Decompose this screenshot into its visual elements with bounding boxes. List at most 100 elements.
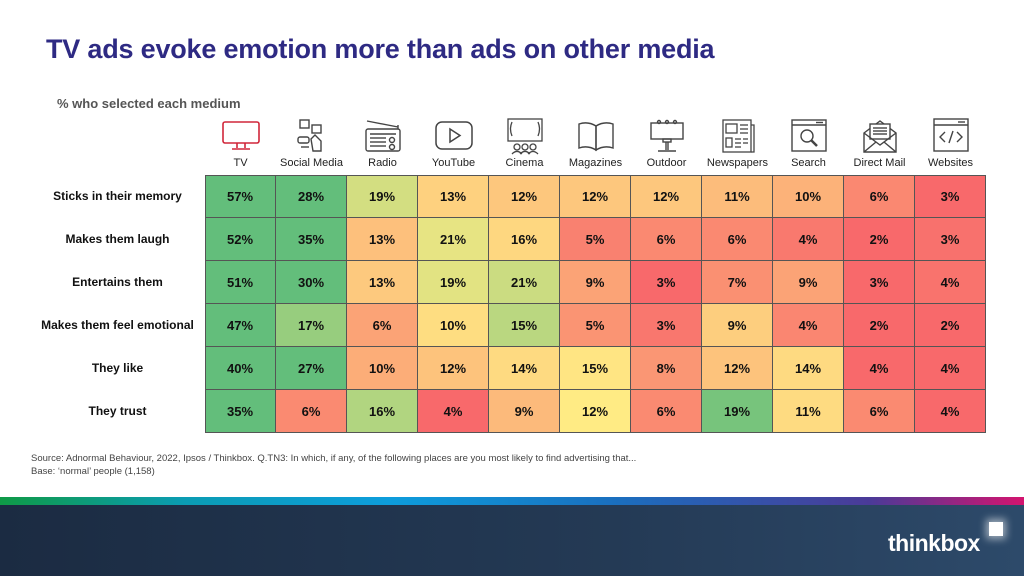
heatmap-cell: 3%	[915, 175, 986, 218]
column-header: Radio	[368, 157, 397, 169]
search-icon	[773, 116, 844, 156]
row-label: Entertains them	[72, 275, 163, 289]
billboard-icon	[631, 116, 702, 156]
heatmap-cell: 8%	[631, 347, 702, 390]
chart-subtitle: % who selected each medium	[57, 96, 241, 111]
heatmap-cell: 30%	[276, 261, 347, 304]
heatmap-cell: 13%	[418, 175, 489, 218]
heatmap-cell: 3%	[631, 304, 702, 347]
heatmap-cell: 14%	[773, 347, 844, 390]
heatmap-cell: 4%	[915, 261, 986, 304]
heatmap-cell: 12%	[418, 347, 489, 390]
heatmap-cell: 13%	[347, 218, 418, 261]
row-label: They like	[91, 361, 144, 375]
row-label: Makes them feel emotional	[41, 318, 194, 332]
heatmap-cell: 4%	[773, 218, 844, 261]
website-icon	[915, 116, 986, 156]
heatmap-cell: 3%	[844, 261, 915, 304]
mail-icon	[844, 116, 915, 156]
heatmap-cell: 4%	[915, 347, 986, 390]
source-text: Source: Adnormal Behaviour, 2022, Ipsos …	[31, 453, 637, 464]
heatmap-cell: 15%	[560, 347, 631, 390]
heatmap-cell: 12%	[560, 175, 631, 218]
heatmap-cell: 10%	[347, 347, 418, 390]
heatmap-cell: 19%	[418, 261, 489, 304]
heatmap-cell: 17%	[276, 304, 347, 347]
column-header: Magazines	[568, 157, 623, 169]
heatmap-cell: 10%	[773, 175, 844, 218]
row-label: They trust	[88, 404, 147, 418]
heatmap-cell: 2%	[844, 304, 915, 347]
social-media-icon	[276, 116, 347, 156]
base-text: Base: ‘normal’ people (1,158)	[31, 466, 155, 477]
tv-icon	[205, 116, 276, 156]
radio-icon	[347, 116, 418, 156]
row-label: Sticks in their memory	[53, 189, 182, 203]
heatmap-cell: 16%	[347, 390, 418, 433]
heatmap-cell: 6%	[844, 175, 915, 218]
column-header: Social Media	[280, 157, 343, 169]
heatmap-cell: 9%	[560, 261, 631, 304]
heatmap-cell: 9%	[702, 304, 773, 347]
heatmap-cell: 15%	[489, 304, 560, 347]
heatmap-cell: 28%	[276, 175, 347, 218]
column-header: Direct Mail	[853, 157, 906, 169]
cinema-icon	[489, 116, 560, 156]
heatmap-cell: 3%	[915, 218, 986, 261]
heatmap-cell: 16%	[489, 218, 560, 261]
heatmap-cell: 14%	[489, 347, 560, 390]
column-header: Cinema	[505, 157, 544, 169]
heatmap-cell: 12%	[631, 175, 702, 218]
heatmap-cell: 6%	[702, 218, 773, 261]
heatmap-cell: 40%	[205, 347, 276, 390]
heatmap-cell: 2%	[915, 304, 986, 347]
heatmap-cell: 19%	[702, 390, 773, 433]
heatmap-cell: 35%	[205, 390, 276, 433]
heatmap-cell: 13%	[347, 261, 418, 304]
heatmap-cell: 5%	[560, 218, 631, 261]
heatmap-cell: 4%	[915, 390, 986, 433]
heatmap-cell: 21%	[489, 261, 560, 304]
heatmap-cell: 11%	[773, 390, 844, 433]
medium-icons	[205, 116, 986, 156]
heatmap-cell: 9%	[773, 261, 844, 304]
row-labels: Sticks in their memory Makes them laugh En…	[30, 175, 205, 433]
heatmap-cell: 10%	[418, 304, 489, 347]
heatmap-cell: 3%	[631, 261, 702, 304]
column-header: TV	[233, 157, 248, 169]
heatmap-cell: 2%	[844, 218, 915, 261]
column-headers: TV Social Media Radio YouTube Cinema Magazine…	[205, 157, 986, 169]
column-header: Search	[791, 157, 826, 169]
column-header: YouTube	[431, 157, 476, 169]
column-header: Outdoor	[646, 157, 687, 169]
heatmap-cell: 12%	[489, 175, 560, 218]
heatmap-cell: 6%	[631, 390, 702, 433]
column-header: Newspapers	[706, 157, 769, 169]
heatmap-cell: 11%	[702, 175, 773, 218]
heatmap-cell: 5%	[560, 304, 631, 347]
youtube-icon	[418, 116, 489, 156]
heatmap-cell: 6%	[276, 390, 347, 433]
heatmap-cell: 12%	[560, 390, 631, 433]
heatmap-cell: 4%	[773, 304, 844, 347]
heatmap-cell: 6%	[631, 218, 702, 261]
column-header: Websites	[927, 157, 974, 169]
newspaper-icon	[702, 116, 773, 156]
heatmap-cell: 9%	[489, 390, 560, 433]
heatmap-cell: 4%	[418, 390, 489, 433]
heatmap-cell: 47%	[205, 304, 276, 347]
heatmap-cell: 6%	[347, 304, 418, 347]
thinkbox-logo: thinkbox	[888, 530, 980, 556]
heatmap-cell: 6%	[844, 390, 915, 433]
heatmap-cell: 35%	[276, 218, 347, 261]
source-note: Source: Adnormal Behaviour, 2022, Ipsos …	[31, 452, 636, 478]
heatmap-cell: 12%	[702, 347, 773, 390]
heatmap-cell: 19%	[347, 175, 418, 218]
heatmap-cell: 51%	[205, 261, 276, 304]
heatmap-cell: 7%	[702, 261, 773, 304]
row-label: Makes them laugh	[65, 232, 170, 246]
heatmap-cell: 52%	[205, 218, 276, 261]
page-title: TV ads evoke emotion more than ads on ot…	[46, 34, 715, 64]
brand-stripe	[0, 497, 1024, 505]
heatmap-cell: 27%	[276, 347, 347, 390]
